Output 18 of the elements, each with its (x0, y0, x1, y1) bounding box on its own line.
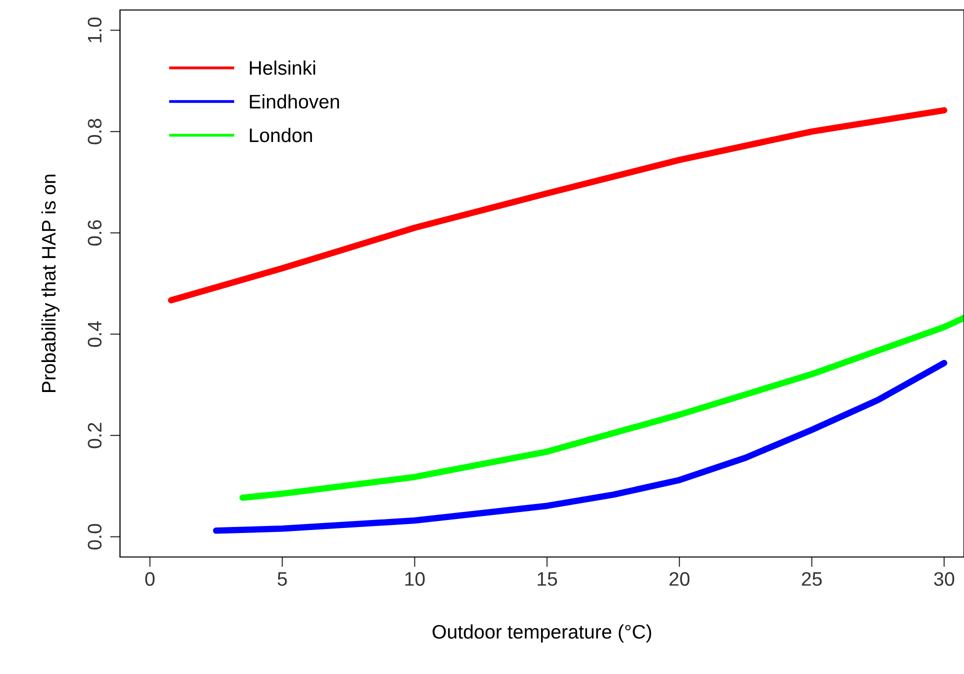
legend-label: Helsinki (250, 60, 316, 75)
x-tick-label: 20 (670, 572, 690, 586)
x-tick-label: 5 (278, 572, 287, 586)
x-tick-label: 25 (802, 572, 822, 586)
y-tick-label: 1.0 (88, 18, 102, 42)
y-tick-label: 0.2 (88, 422, 102, 448)
y-tick-label: 0.8 (88, 118, 102, 144)
x-tick-label: 15 (538, 572, 558, 586)
y-tick-label: 0.0 (88, 524, 102, 550)
x-tick-label: 10 (405, 572, 425, 586)
legend-label: London (250, 128, 312, 142)
x-tick-label: 30 (934, 572, 954, 586)
legend-label: Eindhoven (250, 94, 339, 109)
x-axis-title: Outdoor temperature (°C) (432, 624, 652, 643)
y-axis-title: Probability that HAP is on (41, 174, 60, 392)
y-tick-label: 0.6 (88, 220, 102, 246)
x-tick-label: 0 (145, 572, 155, 586)
y-tick-label: 0.4 (88, 321, 102, 347)
